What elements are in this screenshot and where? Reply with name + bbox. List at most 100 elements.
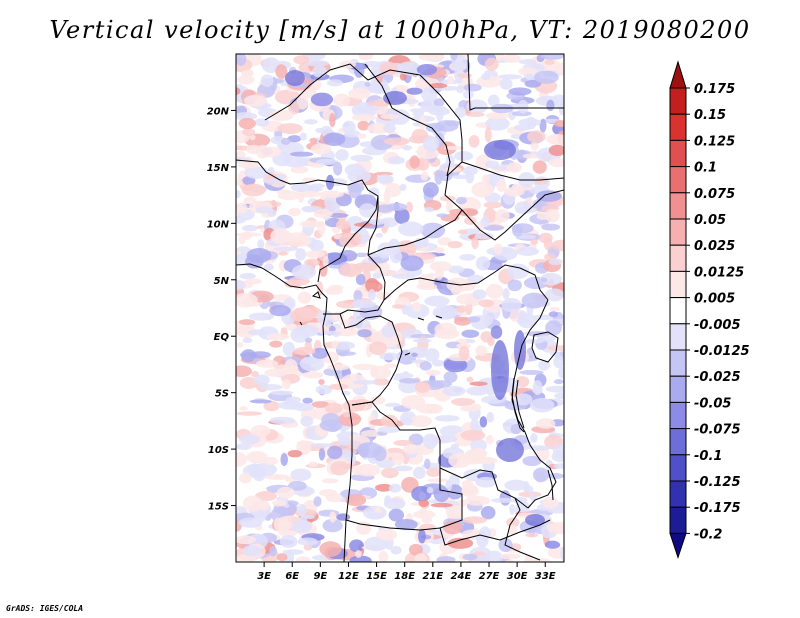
field-patch (445, 199, 453, 213)
field-patch (518, 118, 542, 127)
field-patch (548, 258, 563, 266)
field-patch (532, 160, 547, 174)
field-patch (236, 535, 257, 545)
field-patch (493, 243, 503, 255)
field-patch (464, 480, 472, 496)
field-patch (290, 307, 316, 323)
latitude-axis: 20N 15N 10N 5N EQ 5S 10S 15S (207, 106, 236, 513)
field-patch (533, 70, 559, 84)
field-patch (487, 94, 500, 107)
field-patch (334, 327, 359, 337)
lon-tick-label: 18E (394, 571, 415, 582)
field-patch (514, 393, 533, 406)
field-patch (480, 331, 493, 343)
field-patch (418, 529, 426, 544)
field-patch (367, 122, 390, 134)
field-patch (507, 279, 522, 292)
field-patch (340, 449, 354, 458)
field-patch (546, 133, 564, 145)
field-patch (280, 137, 291, 145)
colorbar-label: -0.005 (694, 318, 741, 333)
field-patch (264, 368, 288, 377)
field-patch (349, 318, 371, 329)
field-patch (257, 239, 265, 249)
field-patch (311, 401, 330, 408)
field-patch (496, 179, 507, 192)
lake-victoria (531, 331, 559, 363)
colorbar-segment (669, 166, 687, 194)
field-patch (287, 449, 303, 458)
field-patch (285, 232, 307, 243)
field-patch (420, 171, 429, 181)
field-patch (402, 371, 409, 376)
field-patch (241, 224, 259, 232)
field-patch (431, 359, 445, 367)
field-patch (236, 342, 244, 348)
field-patch (337, 436, 351, 446)
field-patch (419, 507, 427, 515)
field-patch (490, 325, 503, 339)
field-patch (248, 463, 261, 477)
field-patch (486, 411, 494, 423)
field-patch (276, 486, 295, 499)
field-patch (456, 293, 479, 305)
field-patch (391, 304, 405, 309)
field-patch (442, 385, 466, 397)
field-patch (475, 345, 488, 357)
colorbar-label: -0.025 (694, 370, 741, 385)
field-patch (402, 144, 413, 151)
field-patch (506, 162, 522, 173)
field-patch (480, 506, 496, 520)
field-patch (383, 123, 396, 134)
field-patch (420, 222, 446, 239)
field-patch (263, 400, 280, 412)
field-patch (474, 232, 494, 240)
field-patch (242, 128, 256, 137)
lat-tick-label: 5S (215, 389, 229, 400)
field-patch (545, 385, 564, 393)
field-patch (472, 457, 498, 465)
field-patch (258, 500, 270, 511)
field-patch (383, 363, 397, 368)
border-sudan (461, 161, 564, 181)
field-patch (259, 146, 282, 158)
field-patch (536, 190, 562, 202)
field-patch (434, 169, 443, 185)
colorbar-segment (669, 323, 687, 351)
field-patch (327, 445, 343, 460)
colorbar-label: 0.075 (694, 187, 735, 202)
field-patch (353, 300, 377, 309)
field-patch (467, 274, 484, 284)
field-patch (244, 278, 262, 285)
field-patch (469, 381, 488, 386)
field-patch (446, 513, 464, 520)
field-patch (305, 250, 325, 259)
field-patch (451, 397, 476, 406)
field-patch (279, 535, 298, 548)
field-patch-strong (484, 140, 516, 160)
field-patch (485, 434, 494, 445)
border-sahara-east (264, 63, 564, 241)
field-patch (511, 110, 532, 117)
colorbar-segment (669, 349, 687, 377)
field-patch (318, 378, 325, 386)
field-patch (325, 174, 335, 191)
lon-tick-label: 3E (257, 571, 271, 582)
field-patch (384, 402, 401, 408)
field-patch (447, 241, 463, 249)
field-patch (410, 501, 421, 507)
field-patch (517, 99, 529, 114)
field-patch (282, 341, 296, 357)
field-patch (288, 207, 301, 217)
field-patch (498, 74, 523, 80)
field-patch (272, 499, 287, 507)
field-patch (309, 137, 318, 144)
field-patch (521, 292, 547, 309)
field-patch (499, 553, 521, 560)
field-patch (324, 402, 343, 414)
field-patch (373, 446, 387, 462)
field-patch (502, 288, 510, 300)
field-patch (547, 546, 564, 559)
field-patch (270, 390, 294, 396)
field-patch (357, 133, 367, 139)
